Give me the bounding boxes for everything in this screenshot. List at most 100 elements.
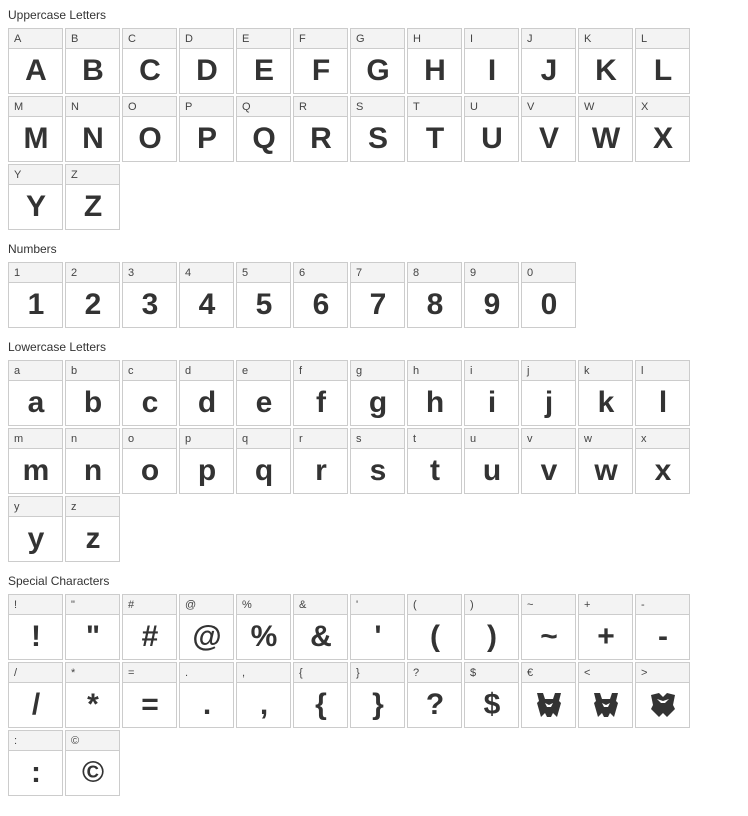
- glyph-cell[interactable]: VV: [521, 96, 576, 162]
- glyph-cell[interactable]: GG: [350, 28, 405, 94]
- glyph-cell-label: c: [123, 361, 176, 381]
- glyph-cell[interactable]: YY: [8, 164, 63, 230]
- glyph-cell-glyph: &: [294, 615, 347, 659]
- glyph-cell[interactable]: ii: [464, 360, 519, 426]
- glyph-cell[interactable]: €: [521, 662, 576, 728]
- glyph-cell[interactable]: $$: [464, 662, 519, 728]
- glyph-cell[interactable]: tt: [407, 428, 462, 494]
- glyph-cell[interactable]: xx: [635, 428, 690, 494]
- glyph-cell[interactable]: uu: [464, 428, 519, 494]
- glyph-cell-glyph: U: [465, 117, 518, 161]
- glyph-cell[interactable]: 66: [293, 262, 348, 328]
- glyph-cell[interactable]: nn: [65, 428, 120, 494]
- glyph-cell[interactable]: ++: [578, 594, 633, 660]
- glyph-cell[interactable]: ©©: [65, 730, 120, 796]
- glyph-cell[interactable]: &&: [293, 594, 348, 660]
- glyph-cell-label: +: [579, 595, 632, 615]
- glyph-cell[interactable]: ee: [236, 360, 291, 426]
- glyph-cell[interactable]: pp: [179, 428, 234, 494]
- glyph-cell-glyph: N: [66, 117, 119, 161]
- glyph-cell[interactable]: TT: [407, 96, 462, 162]
- glyph-cell[interactable]: DD: [179, 28, 234, 94]
- glyph-cell[interactable]: @@: [179, 594, 234, 660]
- glyph-cell[interactable]: 88: [407, 262, 462, 328]
- glyph-cell[interactable]: >: [635, 662, 690, 728]
- glyph-cell-label: -: [636, 595, 689, 615]
- glyph-cell[interactable]: //: [8, 662, 63, 728]
- glyph-cell[interactable]: ll: [635, 360, 690, 426]
- glyph-cell[interactable]: bb: [65, 360, 120, 426]
- glyph-cell[interactable]: kk: [578, 360, 633, 426]
- glyph-cell[interactable]: OO: [122, 96, 177, 162]
- glyph-cell[interactable]: ~~: [521, 594, 576, 660]
- glyph-cell[interactable]: QQ: [236, 96, 291, 162]
- glyph-cell[interactable]: ff: [293, 360, 348, 426]
- glyph-cell[interactable]: PP: [179, 96, 234, 162]
- glyph-cell[interactable]: II: [464, 28, 519, 94]
- glyph-cell[interactable]: {{: [293, 662, 348, 728]
- glyph-cell[interactable]: **: [65, 662, 120, 728]
- glyph-cell[interactable]: mm: [8, 428, 63, 494]
- glyph-cell[interactable]: }}: [350, 662, 405, 728]
- glyph-cell-label: h: [408, 361, 461, 381]
- glyph-cell[interactable]: 44: [179, 262, 234, 328]
- glyph-cell[interactable]: CC: [122, 28, 177, 94]
- glyph-cell[interactable]: rr: [293, 428, 348, 494]
- glyph-cell[interactable]: ww: [578, 428, 633, 494]
- glyph-cell[interactable]: WW: [578, 96, 633, 162]
- glyph-cell[interactable]: KK: [578, 28, 633, 94]
- glyph-cell[interactable]: vv: [521, 428, 576, 494]
- glyph-cell[interactable]: gg: [350, 360, 405, 426]
- glyph-cell-label: l: [636, 361, 689, 381]
- glyph-cell[interactable]: ((: [407, 594, 462, 660]
- glyph-cell[interactable]: ##: [122, 594, 177, 660]
- glyph-cell[interactable]: ==: [122, 662, 177, 728]
- glyph-cell-label: 5: [237, 263, 290, 283]
- glyph-cell[interactable]: %%: [236, 594, 291, 660]
- glyph-cell[interactable]: qq: [236, 428, 291, 494]
- glyph-cell[interactable]: )): [464, 594, 519, 660]
- glyph-cell[interactable]: hh: [407, 360, 462, 426]
- section-title: Uppercase Letters: [8, 8, 740, 22]
- glyph-cell[interactable]: '': [350, 594, 405, 660]
- glyph-cell-glyph: i: [465, 381, 518, 425]
- glyph-cell[interactable]: "": [65, 594, 120, 660]
- glyph-cell[interactable]: dd: [179, 360, 234, 426]
- glyph-cell[interactable]: ??: [407, 662, 462, 728]
- glyph-cell[interactable]: cc: [122, 360, 177, 426]
- glyph-cell-glyph: v: [522, 449, 575, 493]
- glyph-cell[interactable]: LL: [635, 28, 690, 94]
- glyph-cell[interactable]: <: [578, 662, 633, 728]
- glyph-cell[interactable]: UU: [464, 96, 519, 162]
- glyph-cell[interactable]: 11: [8, 262, 63, 328]
- glyph-cell[interactable]: BB: [65, 28, 120, 94]
- glyph-cell[interactable]: 33: [122, 262, 177, 328]
- glyph-cell[interactable]: !!: [8, 594, 63, 660]
- glyph-cell[interactable]: AA: [8, 28, 63, 94]
- glyph-cell[interactable]: SS: [350, 96, 405, 162]
- glyph-cell[interactable]: HH: [407, 28, 462, 94]
- glyph-cell[interactable]: FF: [293, 28, 348, 94]
- glyph-cell[interactable]: yy: [8, 496, 63, 562]
- glyph-cell[interactable]: XX: [635, 96, 690, 162]
- glyph-cell[interactable]: MM: [8, 96, 63, 162]
- glyph-cell[interactable]: ..: [179, 662, 234, 728]
- glyph-cell[interactable]: EE: [236, 28, 291, 94]
- glyph-cell[interactable]: RR: [293, 96, 348, 162]
- glyph-cell[interactable]: zz: [65, 496, 120, 562]
- glyph-cell[interactable]: --: [635, 594, 690, 660]
- glyph-cell[interactable]: 99: [464, 262, 519, 328]
- glyph-cell[interactable]: jj: [521, 360, 576, 426]
- glyph-cell[interactable]: 55: [236, 262, 291, 328]
- glyph-cell[interactable]: 00: [521, 262, 576, 328]
- glyph-cell[interactable]: ,,: [236, 662, 291, 728]
- glyph-cell[interactable]: 22: [65, 262, 120, 328]
- glyph-cell[interactable]: NN: [65, 96, 120, 162]
- glyph-cell[interactable]: aa: [8, 360, 63, 426]
- glyph-cell[interactable]: oo: [122, 428, 177, 494]
- glyph-cell[interactable]: ::: [8, 730, 63, 796]
- glyph-cell[interactable]: ss: [350, 428, 405, 494]
- glyph-cell[interactable]: JJ: [521, 28, 576, 94]
- glyph-cell[interactable]: 77: [350, 262, 405, 328]
- glyph-cell[interactable]: ZZ: [65, 164, 120, 230]
